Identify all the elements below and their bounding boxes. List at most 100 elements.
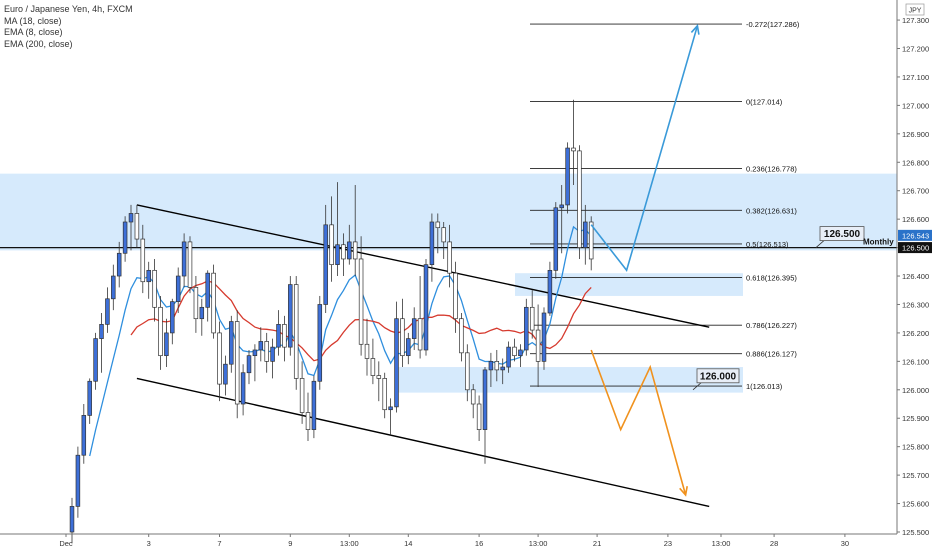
indicator-ma18: MA (18, close) bbox=[4, 15, 62, 26]
fib-level-label: 0.786(126.227) bbox=[746, 321, 797, 330]
candle-down bbox=[217, 332, 222, 385]
candle-up bbox=[411, 318, 417, 339]
candle-down bbox=[476, 403, 482, 430]
fib-level-label: 0.886(126.127) bbox=[746, 350, 797, 359]
price-tick-label: 125.700 bbox=[902, 471, 929, 480]
callout-126000-pointer bbox=[692, 382, 702, 391]
fib-level-label: -0.272(127.286) bbox=[746, 20, 800, 29]
candle-up bbox=[347, 241, 352, 260]
candle-down bbox=[535, 329, 541, 362]
price-tick-label: 126.200 bbox=[902, 329, 929, 338]
candle-up bbox=[75, 454, 81, 507]
candle-up bbox=[541, 312, 547, 362]
candle-down bbox=[459, 318, 464, 354]
price-tick-label: 125.500 bbox=[902, 528, 929, 537]
candle-down bbox=[494, 361, 500, 371]
time-tick-label: 7 bbox=[217, 539, 221, 548]
price-tick-label: 127.200 bbox=[902, 45, 929, 54]
time-tick-label: 3 bbox=[147, 539, 151, 548]
candle-down bbox=[264, 341, 269, 362]
time-tick-label: 28 bbox=[770, 539, 778, 548]
supply-zone bbox=[398, 367, 743, 393]
candle-up bbox=[146, 269, 151, 283]
candle-up bbox=[547, 269, 553, 314]
candle-up bbox=[311, 380, 317, 430]
candle-down bbox=[512, 346, 517, 357]
candle-down bbox=[577, 150, 582, 248]
candle-down bbox=[435, 221, 441, 229]
candle-down bbox=[282, 324, 287, 348]
last-price-text: 126.543 bbox=[902, 231, 929, 240]
candle-up bbox=[223, 363, 228, 385]
candle-up bbox=[164, 332, 169, 357]
candle-down bbox=[588, 221, 594, 260]
arrow-head-icon bbox=[679, 486, 688, 497]
candle-down bbox=[234, 321, 240, 405]
candle-up bbox=[270, 346, 275, 362]
fib-level-label: 0.618(126.395) bbox=[746, 273, 797, 282]
candle-up bbox=[559, 204, 564, 209]
candle-up bbox=[518, 349, 523, 357]
price-tick-label: 125.600 bbox=[902, 500, 929, 509]
candle-up bbox=[423, 264, 429, 351]
price-tick-label: 126.800 bbox=[902, 158, 929, 167]
channel-line bbox=[136, 377, 710, 508]
candle-up bbox=[105, 298, 110, 325]
fib-level-label: 0.5(126.513) bbox=[746, 240, 789, 249]
candle-down bbox=[529, 306, 535, 331]
price-tick-label: 126.000 bbox=[902, 386, 929, 395]
arrow-head-icon bbox=[690, 24, 700, 35]
time-tick-label: 9 bbox=[288, 539, 292, 548]
candle-down bbox=[441, 227, 446, 243]
candle-up bbox=[565, 147, 570, 206]
candle-down bbox=[447, 241, 452, 274]
candle-down bbox=[417, 318, 423, 351]
candle-up bbox=[87, 380, 92, 416]
candle-down bbox=[293, 284, 299, 379]
candle-down bbox=[382, 378, 387, 411]
candle-up bbox=[246, 355, 252, 374]
price-tick-label: 125.800 bbox=[902, 443, 929, 452]
candle-up bbox=[394, 318, 399, 408]
candle-down bbox=[453, 272, 458, 320]
candle-up bbox=[258, 341, 264, 351]
chart-legend: Euro / Japanese Yen, 4h, FXCM MA (18, cl… bbox=[4, 4, 133, 50]
time-tick-label: 14 bbox=[404, 539, 412, 548]
channel-line bbox=[136, 204, 710, 328]
candle-down bbox=[140, 238, 146, 283]
candle-up bbox=[276, 324, 281, 348]
candle-down bbox=[193, 287, 199, 320]
price-tick-label: 127.100 bbox=[902, 73, 929, 82]
candle-up bbox=[116, 252, 122, 277]
candle-up bbox=[99, 324, 104, 339]
candle-up bbox=[128, 213, 134, 223]
time-tick-label: 21 bbox=[593, 539, 601, 548]
candle-down bbox=[134, 213, 140, 240]
candle-up bbox=[111, 275, 116, 300]
price-tick-label: 126.400 bbox=[902, 272, 929, 281]
supply-zone bbox=[0, 173, 897, 251]
currency-box bbox=[905, 3, 925, 16]
candle-up bbox=[317, 304, 323, 382]
time-tick-label: 13:00 bbox=[340, 539, 359, 548]
candle-up bbox=[500, 366, 505, 371]
candle-down bbox=[376, 375, 382, 379]
time-tick-label: Dec bbox=[59, 539, 73, 548]
candle-up bbox=[205, 272, 210, 308]
candle-down bbox=[364, 343, 370, 359]
fib-level-label: 0.382(126.631) bbox=[746, 206, 797, 215]
candle-up bbox=[482, 369, 488, 430]
candle-up bbox=[524, 306, 529, 351]
candle-down bbox=[370, 358, 376, 376]
indicator-ema200: EMA (200, close) bbox=[4, 38, 73, 49]
callout-126500-pointer bbox=[815, 240, 825, 248]
price-tick-label: 126.300 bbox=[902, 300, 929, 309]
price-tick-label: 125.900 bbox=[902, 414, 929, 423]
last-price-badge bbox=[898, 229, 932, 241]
chart-title: Euro / Japanese Yen, 4h, FXCM bbox=[4, 4, 133, 14]
indicator-ema8: EMA (8, close) bbox=[4, 27, 63, 37]
candle-up bbox=[175, 275, 181, 302]
monthly-price-badge bbox=[898, 242, 932, 254]
time-tick-label: 16 bbox=[475, 539, 483, 548]
